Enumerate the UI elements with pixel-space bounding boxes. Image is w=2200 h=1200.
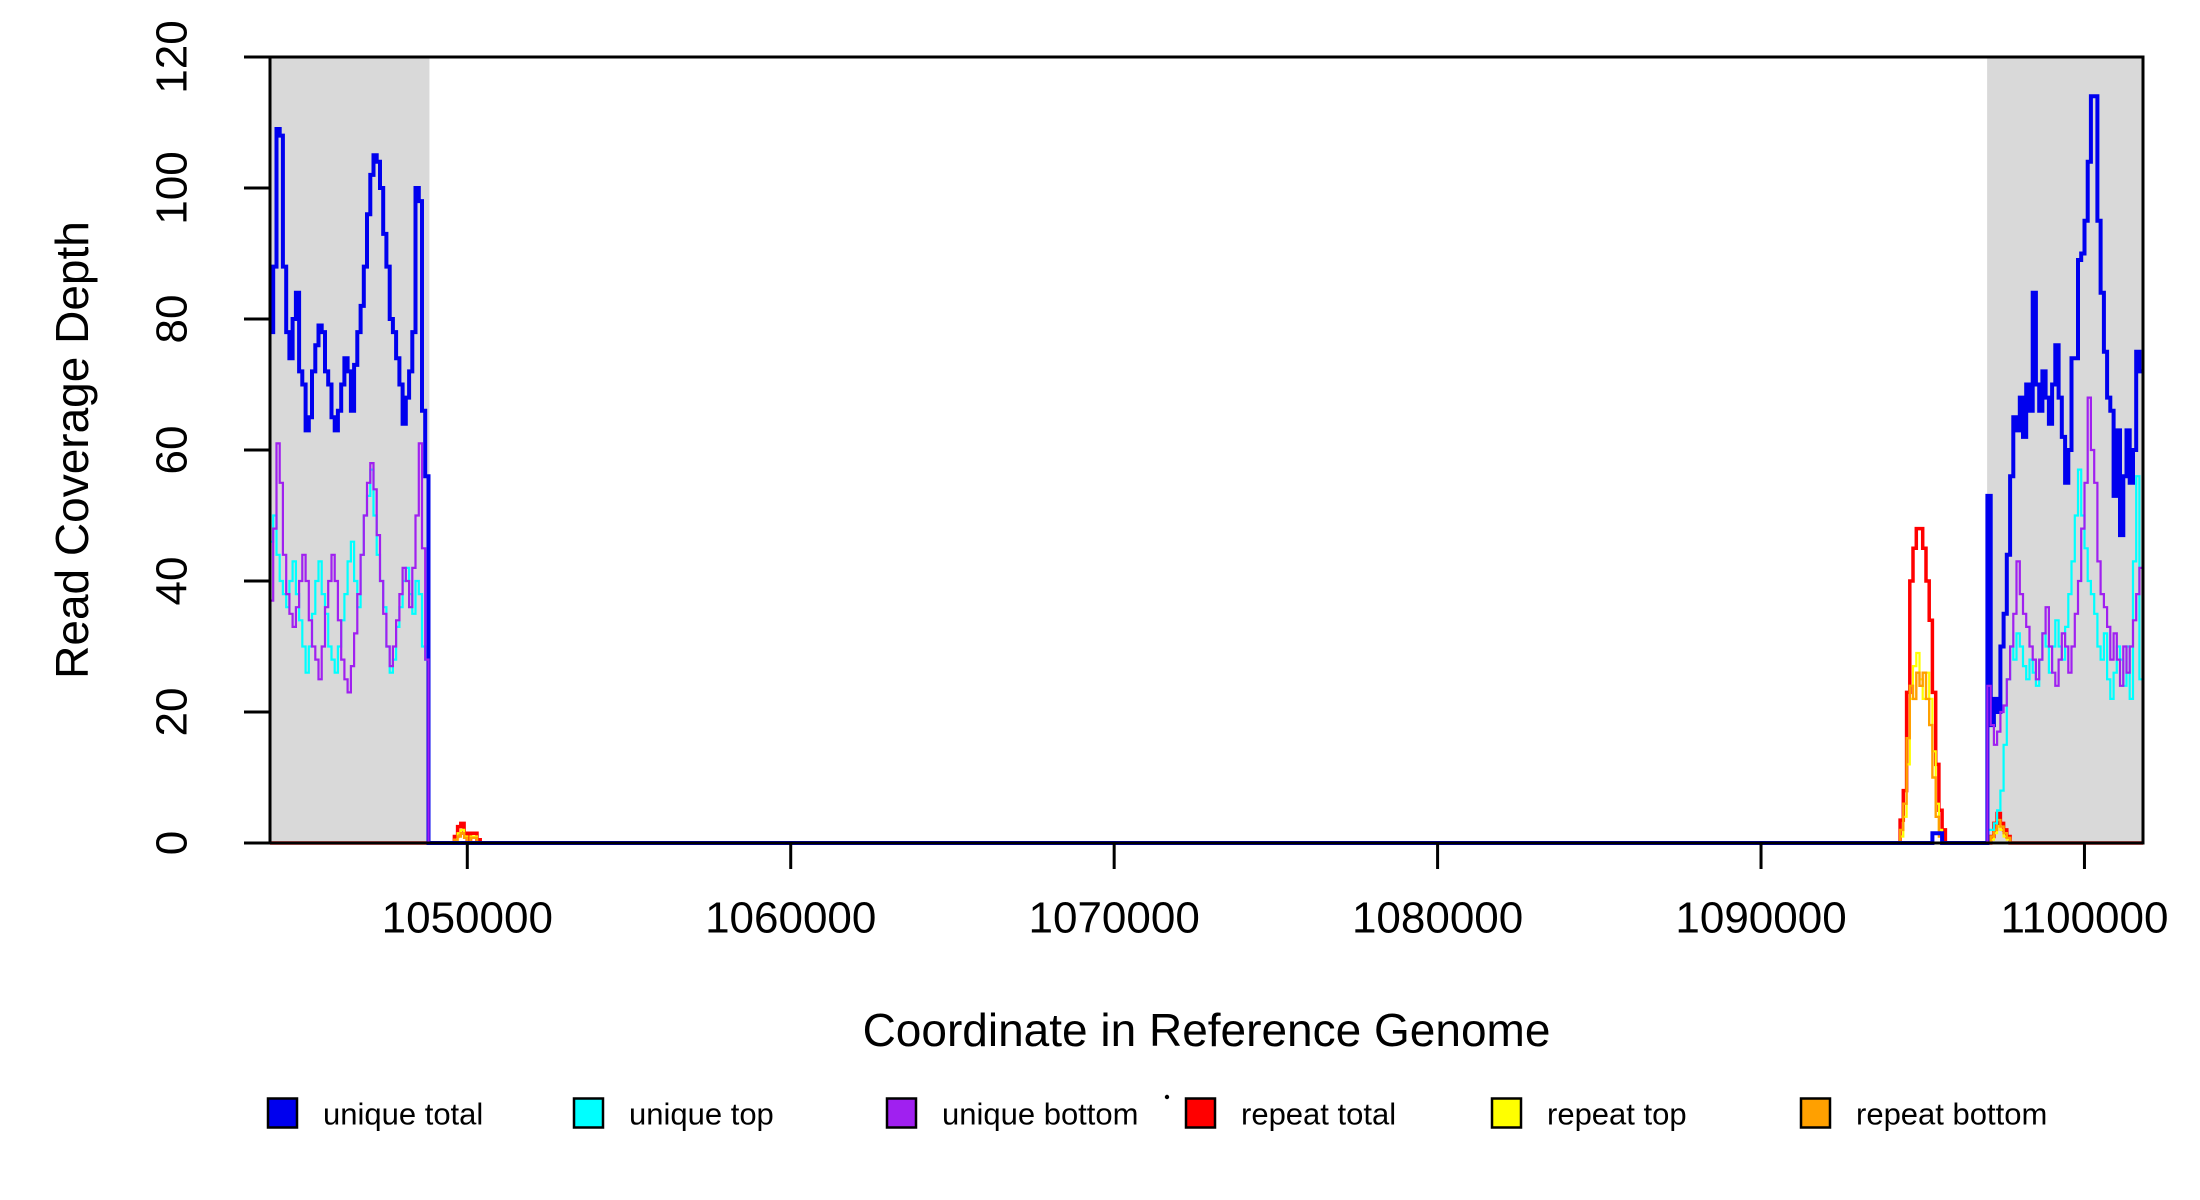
y-tick-label: 120 (148, 20, 197, 93)
x-tick-label: 1060000 (705, 894, 876, 943)
x-tick-label: 1070000 (1029, 894, 1200, 943)
legend-swatch-unique-top (572, 1097, 605, 1129)
legend-label-unique-bottom: unique bottom (942, 1097, 1138, 1132)
x-tick-label: 1090000 (1675, 894, 1846, 943)
legend-swatch-repeat-bottom (1799, 1097, 1832, 1129)
y-tick-label: 40 (148, 557, 197, 606)
x-axis-title: Coordinate in Reference Genome (863, 1004, 1551, 1056)
y-tick-label: 60 (148, 426, 197, 475)
y-tick-label: 80 (148, 295, 197, 344)
legend-swatch-unique-bottom (885, 1097, 918, 1129)
legend-label-repeat-total: repeat total (1241, 1097, 1396, 1132)
y-tick-label: 20 (148, 688, 197, 737)
legend-label-repeat-top: repeat top (1547, 1097, 1687, 1132)
legend-swatch-repeat-top (1490, 1097, 1523, 1129)
legend-label-repeat-bottom: repeat bottom (1856, 1097, 2047, 1132)
x-tick-label: 1100000 (2000, 894, 2168, 943)
y-axis-title: Read Coverage Depth (46, 221, 98, 679)
legend-swatch-repeat-total (1184, 1097, 1217, 1129)
x-tick-label: 1080000 (1352, 894, 1523, 943)
stray-dot (1164, 1094, 1170, 1100)
highlight-region-left-unique-block (270, 57, 430, 843)
legend-label-unique-total: unique total (323, 1097, 483, 1132)
legend-swatch-unique-total (266, 1097, 299, 1129)
y-tick-label: 0 (148, 831, 197, 855)
y-tick-label: 100 (148, 151, 197, 224)
x-tick-label: 1050000 (382, 894, 553, 943)
legend-label-unique-top: unique top (629, 1097, 774, 1132)
